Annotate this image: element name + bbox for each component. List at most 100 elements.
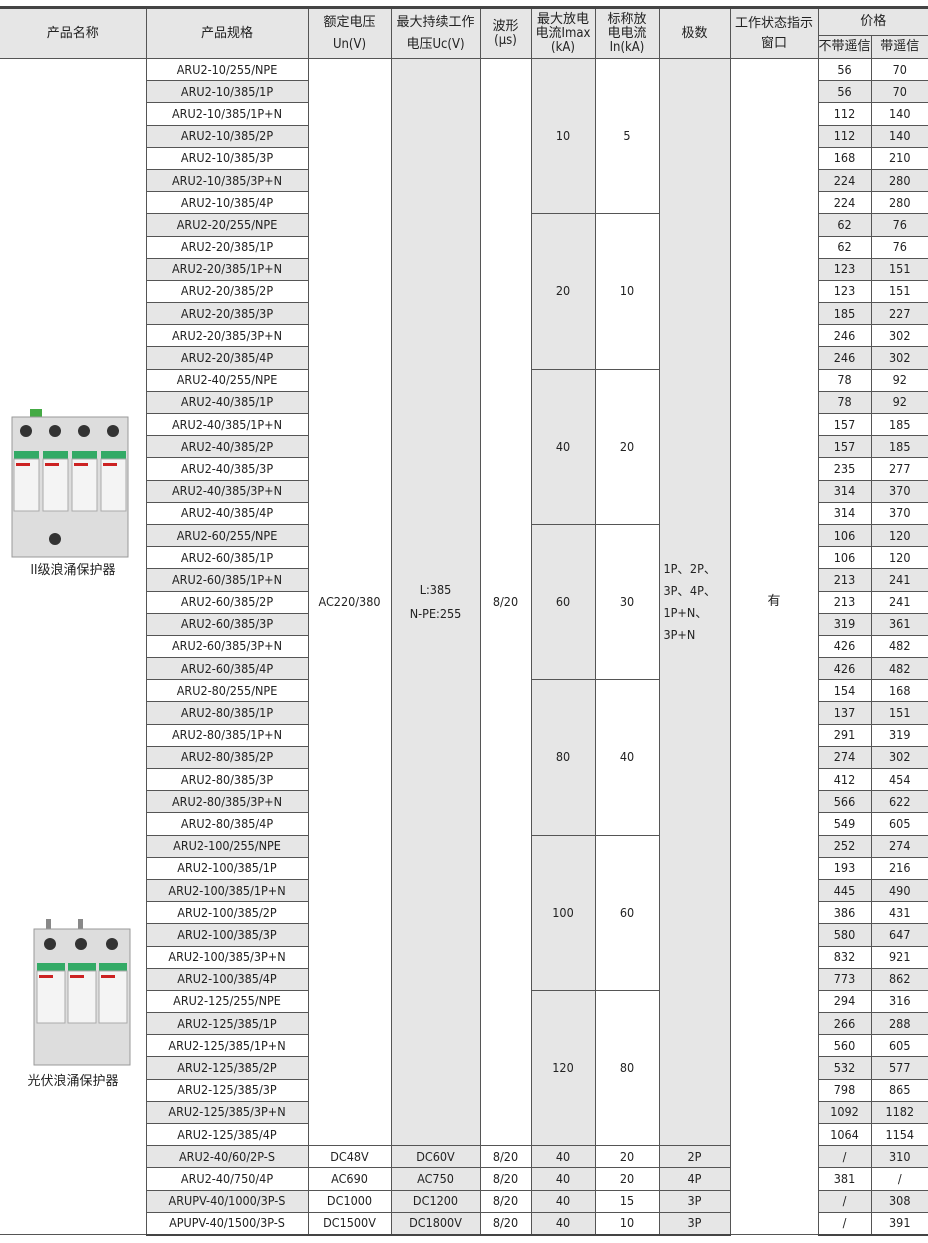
in-cell: 40 <box>594 679 660 836</box>
table-row: ARU2-10/385/1P 56 70 <box>0 80 928 104</box>
price-no-remote-cell: 157 <box>817 435 872 459</box>
imax-cell: 100 <box>530 834 596 991</box>
table-row: ARU2-60/385/4P 426 482 <box>0 657 928 681</box>
spec-cell: ARU2-100/385/4P <box>145 967 309 991</box>
price-remote-cell: 76 <box>870 213 928 237</box>
spec-cell: ARU2-40/385/3P+N <box>145 479 309 503</box>
spec-cell: ARU2-125/385/1P <box>145 1012 309 1036</box>
price-no-remote-cell: / <box>817 1145 872 1169</box>
table-row: ARU2-40/385/3P+N 314 370 <box>0 479 928 503</box>
in-cell: 10 <box>594 213 660 370</box>
table-row: ARU2-60/385/1P 106 120 <box>0 546 928 570</box>
price-remote-cell: 274 <box>870 834 928 858</box>
table-row: ARU2-10/385/3P 168 210 <box>0 146 928 170</box>
header-status: 工作状态指示窗口 <box>729 6 819 59</box>
table-row: ARU2-125/385/3P+N 1092 1182 <box>0 1100 928 1125</box>
price-no-remote-cell: 566 <box>817 790 872 814</box>
header-price-no-remote: 不带遥信 <box>817 35 872 59</box>
price-remote-cell: 865 <box>870 1078 928 1102</box>
table-row: ARU2-125/385/1P+N 560 605 <box>0 1034 928 1058</box>
uc-cell: DC1800V <box>390 1211 481 1236</box>
spec-cell: ARU2-100/255/NPE <box>145 834 309 858</box>
table-row: ARU2-100/385/3P 580 647 <box>0 923 928 947</box>
price-no-remote-cell: 154 <box>817 679 872 703</box>
price-no-remote-cell: 798 <box>817 1078 872 1102</box>
uc-cell: DC60V <box>390 1145 481 1169</box>
waveform-cell: 8/20 <box>479 1189 532 1213</box>
table-row: ARU2-20/255/NPE 20 10 62 76 <box>0 213 928 370</box>
table-row: ARU2-80/385/1P+N 291 319 <box>0 723 928 747</box>
price-remote-cell: 302 <box>870 346 928 370</box>
imax-cell: 40 <box>530 1189 596 1213</box>
price-remote-cell: 302 <box>870 745 928 770</box>
spec-cell: ARU2-20/385/3P <box>145 302 309 326</box>
spec-cell: ARU2-40/385/1P <box>145 390 309 415</box>
price-remote-cell: 1154 <box>870 1122 928 1147</box>
price-no-remote-cell: 56 <box>817 80 872 104</box>
imax-cell: 120 <box>530 989 596 1147</box>
price-no-remote-cell: 412 <box>817 767 872 792</box>
price-remote-cell: 319 <box>870 723 928 747</box>
price-no-remote-cell: 291 <box>817 723 872 747</box>
table-row: ARU2-10/385/2P 112 140 <box>0 124 928 148</box>
product-label: 光伏浪涌保护器 <box>27 1074 119 1089</box>
price-no-remote-cell: 78 <box>817 390 872 415</box>
spec-cell: ARU2-125/385/1P+N <box>145 1034 309 1058</box>
price-no-remote-cell: 123 <box>817 257 872 281</box>
spec-cell: ARU2-80/255/NPE <box>145 679 309 703</box>
table-row: ARU2-40/60/2P-S DC48V DC60V 8/20 40 20 2P /310 <box>0 1145 928 1169</box>
price-remote-cell: 241 <box>870 568 928 592</box>
price-remote-cell: 310 <box>870 1145 928 1169</box>
header-uc: 最大持续工作 电压Uc(V) <box>390 6 481 59</box>
poles-cell: 1P、2P、 3P、4P、 1P+N、 3P+N <box>658 57 731 1147</box>
spec-cell: ARU2-40/385/2P <box>145 435 309 459</box>
un-cell: DC1500V <box>307 1211 392 1236</box>
product-label: II级浪涌保护器 <box>30 563 116 578</box>
spec-cell: ARU2-125/385/3P+N <box>145 1100 309 1125</box>
price-no-remote-cell: 532 <box>817 1056 872 1080</box>
header-wave-label: 波形 <box>492 18 519 34</box>
price-no-remote-cell: 213 <box>817 568 872 592</box>
table-row: ARU2-125/385/2P 532 577 <box>0 1056 928 1080</box>
spec-cell: ARU2-80/385/3P+N <box>145 790 309 814</box>
table-row: ARU2-40/385/3P 235 277 <box>0 457 928 481</box>
un-cell: AC220/380 <box>307 57 392 1147</box>
spec-cell: ARU2-40/750/4P <box>145 1167 309 1191</box>
spec-cell: ARU2-20/385/1P+N <box>145 257 309 281</box>
price-no-remote-cell: 294 <box>817 989 872 1014</box>
price-no-remote-cell: 62 <box>817 235 872 259</box>
spec-cell: ARU2-10/255/NPE <box>145 57 309 82</box>
price-remote-cell: 316 <box>870 989 928 1014</box>
price-no-remote-cell: 560 <box>817 1034 872 1058</box>
price-remote-cell: 431 <box>870 901 928 925</box>
price-no-remote-cell: 549 <box>817 812 872 836</box>
header-price-remote: 带遥信 <box>870 35 928 59</box>
un-cell: DC1000 <box>307 1189 392 1213</box>
price-remote-cell: 280 <box>870 191 928 215</box>
price-no-remote-cell: 137 <box>817 701 872 725</box>
price-no-remote-cell: 1092 <box>817 1100 872 1125</box>
price-no-remote-cell: 106 <box>817 523 872 548</box>
waveform-cell: 8/20 <box>479 57 532 1147</box>
price-no-remote-cell: 168 <box>817 146 872 170</box>
price-remote-cell: 280 <box>870 168 928 193</box>
header-uc-unit: 电压Uc(V) <box>406 36 465 52</box>
price-remote-cell: 391 <box>870 1211 928 1236</box>
spec-cell: ARU2-60/385/4P <box>145 657 309 681</box>
price-no-remote-cell: 112 <box>817 124 872 148</box>
price-no-remote-cell: 123 <box>817 279 872 304</box>
spec-cell: ARU2-100/385/3P+N <box>145 945 309 969</box>
price-no-remote-cell: 193 <box>817 856 872 880</box>
header-imax-unit: (kA) <box>551 39 575 55</box>
price-remote-cell: 92 <box>870 390 928 415</box>
price-no-remote-cell: 157 <box>817 412 872 437</box>
table-row: ARU2-20/385/1P+N 123 151 <box>0 257 928 281</box>
spec-cell: ARU2-80/385/2P <box>145 745 309 770</box>
price-no-remote-cell: 314 <box>817 479 872 503</box>
spec-cell: ARU2-60/385/3P <box>145 612 309 636</box>
table-row: ARU2-125/385/4P 1064 1154 <box>0 1122 928 1147</box>
price-no-remote-cell: 78 <box>817 368 872 392</box>
price-remote-cell: 185 <box>870 412 928 437</box>
in-cell: 30 <box>594 523 660 681</box>
spec-cell: ARU2-80/385/3P <box>145 767 309 792</box>
